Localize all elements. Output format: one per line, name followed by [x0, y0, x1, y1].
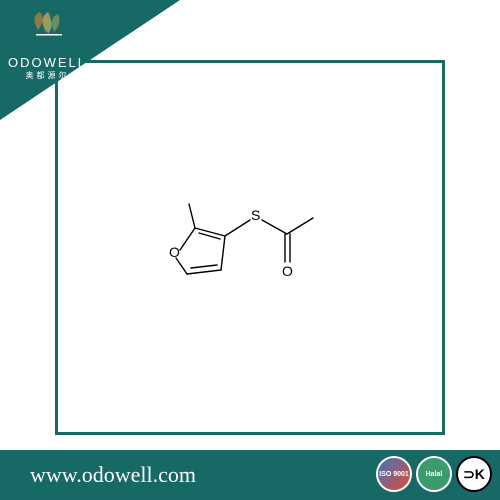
chemical-structure: O S O	[155, 182, 345, 302]
brand-name-cn: 奥都源尔	[8, 70, 87, 81]
cert-badge-halal: Halal	[416, 456, 452, 492]
website-url: www.odowell.com	[30, 462, 196, 488]
certification-badges: ISO 9001 Halal ⊃K	[376, 456, 492, 492]
brand-logo: ODOWELL 奥都源尔	[8, 8, 87, 81]
atom-label-oxygen-ring: O	[169, 244, 180, 260]
cert-badge-iso: ISO 9001	[376, 456, 412, 492]
leaf-icon	[18, 8, 78, 48]
atom-label-sulfur: S	[251, 207, 260, 223]
cert-badge-kosher: ⊃K	[456, 456, 492, 492]
atom-label-oxygen-carbonyl: O	[282, 263, 293, 279]
brand-name: ODOWELL	[8, 55, 87, 70]
